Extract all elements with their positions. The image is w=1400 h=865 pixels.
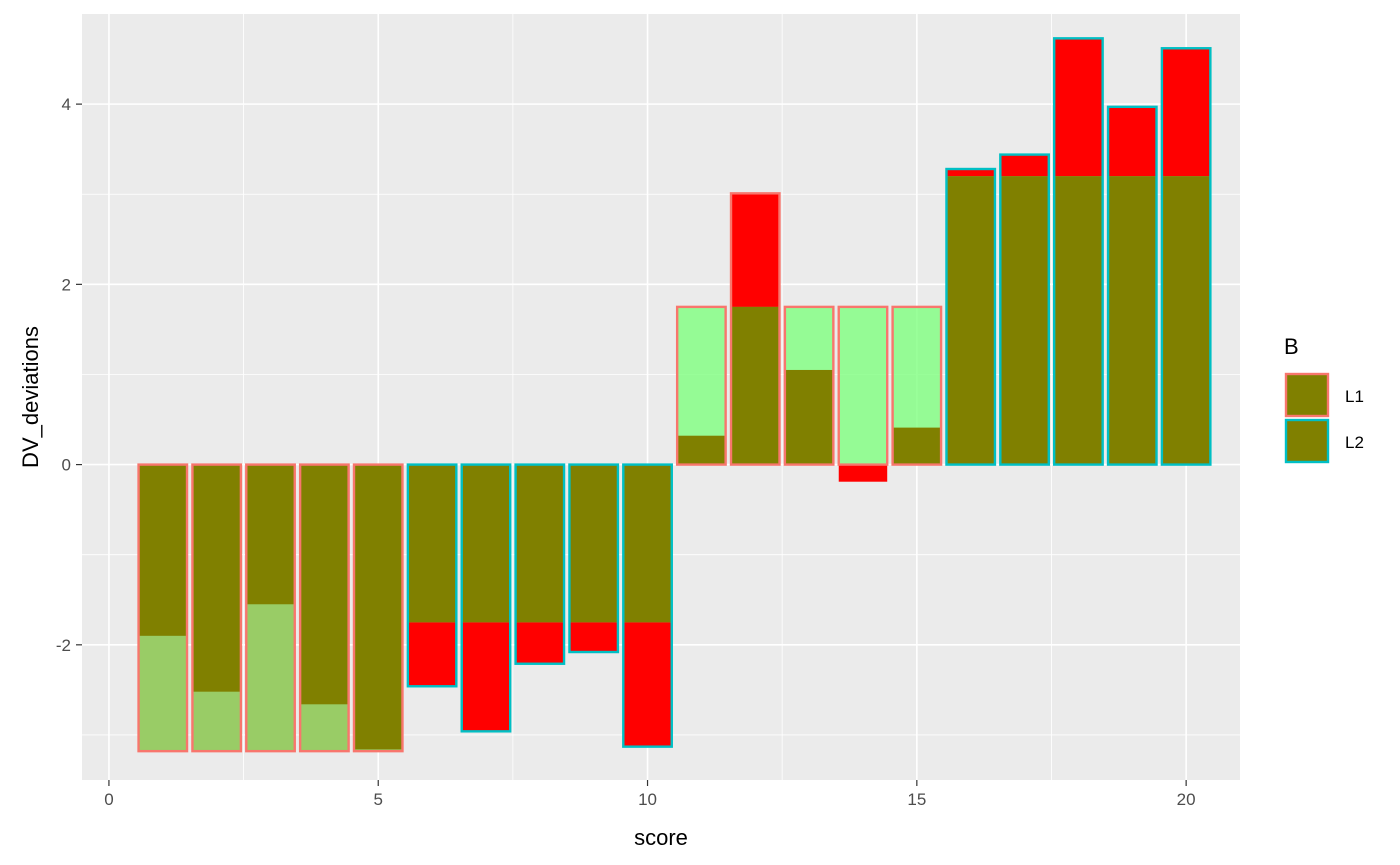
bar-outline [622, 463, 673, 748]
bar-fitted [677, 435, 726, 465]
y-tick-label: 0 [62, 456, 71, 475]
bar-fitted [138, 464, 188, 636]
bar-fitted [246, 464, 295, 605]
x-tick-label: 5 [373, 790, 382, 809]
legend-label-l2: L2 [1345, 433, 1364, 452]
bar-outline [783, 305, 835, 466]
bar-fitted [1054, 176, 1103, 465]
bar-fitted [1108, 176, 1157, 465]
x-axis-title: score [634, 825, 688, 850]
bar-fitted [892, 427, 942, 465]
bar-outline [352, 463, 404, 753]
legend-title: B [1284, 334, 1299, 359]
x-tick-label: 20 [1177, 790, 1196, 809]
bar-outline [1052, 37, 1104, 466]
bar-fitted [946, 176, 995, 465]
bar-fitted [300, 464, 349, 705]
bar-outline [675, 305, 727, 466]
bar-outline [568, 463, 620, 654]
bar-deviation [838, 464, 888, 482]
bar-fitted [731, 306, 780, 465]
y-tick-label: -2 [56, 636, 71, 655]
y-axis-title: DV_deviations [18, 326, 43, 468]
bar-outline [298, 463, 350, 753]
bar-fitted [784, 369, 834, 465]
bar-outline [945, 167, 997, 466]
bar-outline [406, 463, 458, 688]
bar-outline [891, 305, 943, 466]
y-tick-label: 4 [62, 95, 71, 114]
bar-outline [1106, 105, 1158, 466]
x-axis: 0 5 10 15 20 [104, 780, 1196, 809]
legend-key-l2 [1284, 418, 1330, 464]
bar-fitted [353, 464, 403, 750]
bar-outline [460, 463, 512, 733]
legend-key-l1 [1284, 372, 1330, 418]
bar-fitted [1161, 176, 1211, 465]
legend: B L1 L2 [1284, 334, 1364, 464]
bar-outline [514, 463, 566, 665]
bar-fitted [623, 464, 672, 623]
bar-outline [999, 153, 1050, 466]
bar-fitted [192, 464, 241, 692]
bar-fitted [569, 464, 618, 623]
legend-label-l1: L1 [1345, 387, 1364, 406]
x-tick-label: 0 [104, 790, 113, 809]
bar-fitted [1000, 176, 1049, 465]
bar-fitted [407, 464, 457, 623]
y-tick-label: 2 [62, 275, 71, 294]
bar-outline [1160, 47, 1212, 466]
bar-outline [729, 192, 781, 466]
bar-outline [837, 305, 889, 466]
x-tick-label: 15 [907, 790, 926, 809]
x-tick-label: 10 [638, 790, 657, 809]
y-axis: -2 0 2 4 [56, 95, 82, 655]
bar-fitted [515, 464, 565, 623]
bar-fitted [461, 464, 511, 623]
bar-outline [245, 463, 296, 753]
bars [137, 37, 1212, 753]
bar-outline [191, 463, 243, 753]
bar-component [838, 306, 888, 465]
bar-outline [137, 463, 189, 753]
